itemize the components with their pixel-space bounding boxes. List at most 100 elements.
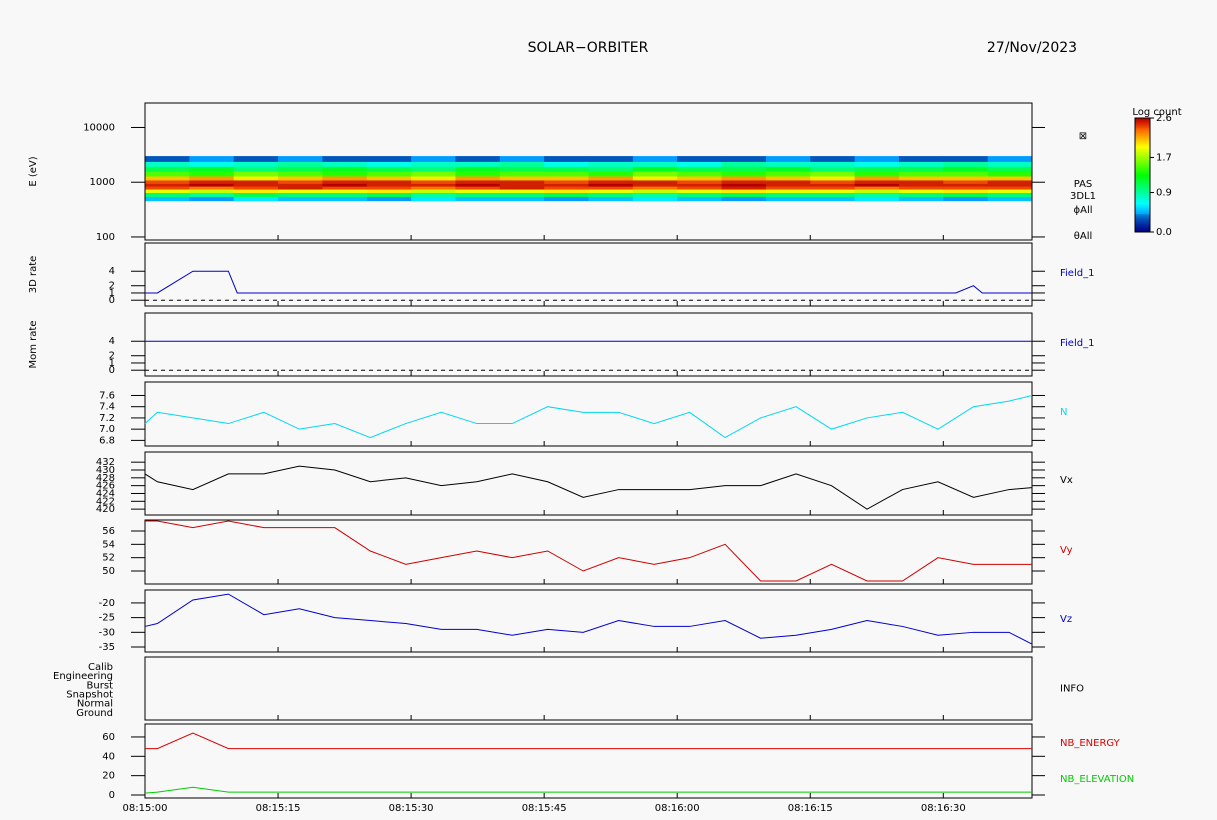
- heatmap-cell: [898, 175, 944, 181]
- heatmap-cell: [455, 161, 501, 167]
- y-tick-label: 40: [102, 751, 115, 762]
- annotation: ϕAll: [1074, 205, 1093, 216]
- annotation: ⊠: [1079, 131, 1087, 142]
- heatmap-cell: [322, 189, 368, 193]
- heatmap-cell: [278, 183, 323, 187]
- heatmap-cell: [810, 175, 856, 181]
- panel-frame: [144, 381, 1033, 447]
- y-tick-label: 1: [109, 358, 115, 369]
- heatmap-cell: [455, 183, 501, 187]
- heatmap-cell: [233, 179, 279, 184]
- colorbar-swatch: [1135, 198, 1150, 201]
- heatmap-cell: [278, 189, 323, 193]
- panel-frame: [144, 589, 1033, 653]
- heatmap-cell: [499, 166, 545, 172]
- heatmap-cell: [455, 179, 501, 184]
- colorbar-swatch: [1135, 138, 1150, 141]
- heatmap-cell: [322, 192, 368, 197]
- heatmap-cell: [677, 192, 723, 197]
- category-label: Burst: [87, 680, 114, 691]
- series-label: Field_1: [1060, 338, 1094, 349]
- date: 27/Nov/2023: [987, 40, 1077, 56]
- colorbar-swatch: [1135, 212, 1150, 215]
- series-label: Field_1: [1060, 268, 1094, 279]
- heatmap-cell: [278, 166, 323, 172]
- series-label: NB_ELEVATION: [1060, 774, 1134, 785]
- heatmap-cell: [898, 183, 944, 187]
- heatmap-cell: [588, 179, 634, 184]
- y-tick-label: 100: [96, 232, 115, 243]
- series-label: NB_ENERGY: [1060, 738, 1121, 749]
- colorbar-swatch: [1135, 180, 1150, 183]
- series-label: N: [1060, 407, 1067, 418]
- colorbar-swatch: [1135, 158, 1150, 161]
- heatmap-cell: [189, 186, 235, 190]
- heatmap-cell: [411, 171, 456, 177]
- heatmap-cell: [145, 175, 190, 181]
- colorbar-swatch: [1135, 184, 1150, 187]
- heatmap-cell: [366, 179, 412, 184]
- heatmap-cell: [588, 166, 634, 172]
- y-tick-label: 4: [109, 266, 115, 277]
- heatmap-cell: [233, 171, 279, 177]
- y-tick-label: 426: [96, 481, 115, 492]
- heatmap-cell: [765, 166, 811, 172]
- heatmap-cell: [810, 196, 856, 202]
- colorbar-swatch: [1135, 192, 1150, 195]
- colorbar-swatch: [1135, 128, 1150, 131]
- heatmap-cell: [233, 186, 279, 190]
- heatmap-cell: [278, 196, 323, 202]
- colorbar-tick-label: 0.9: [1156, 188, 1172, 199]
- y-tick-label: 2: [109, 281, 115, 292]
- heatmap-cell: [145, 186, 190, 190]
- heatmap-cell: [189, 189, 235, 193]
- heatmap-cell: [721, 161, 767, 167]
- heatmap-cell: [854, 175, 900, 181]
- heatmap-cell: [544, 192, 589, 197]
- heatmap-cell: [943, 192, 989, 197]
- colorbar-swatch: [1135, 120, 1150, 123]
- y-tick-label: 420: [96, 504, 115, 515]
- heatmap-cell: [854, 183, 900, 187]
- heatmap-cell: [632, 156, 678, 162]
- category-label: Engineering: [53, 671, 113, 682]
- x-tick-label: 08:15:00: [123, 803, 168, 814]
- colorbar-swatch: [1135, 124, 1150, 127]
- y-tick-label: 52: [102, 553, 115, 564]
- colorbar-swatch: [1135, 140, 1150, 143]
- heatmap-cell: [765, 156, 811, 162]
- heatmap-cell: [943, 186, 989, 190]
- heatmap-cell: [278, 186, 323, 190]
- heatmap-cell: [233, 183, 279, 187]
- heatmap-cell: [189, 171, 235, 177]
- y-tick-label: 0: [109, 295, 115, 306]
- heatmap-cell: [854, 186, 900, 190]
- colorbar-swatch: [1135, 182, 1150, 185]
- colorbar-swatch: [1135, 134, 1150, 137]
- heatmap-cell: [632, 166, 678, 172]
- heatmap-cell: [278, 175, 323, 181]
- colorbar-swatch: [1135, 220, 1150, 223]
- y-tick-label: 60: [102, 732, 115, 743]
- heatmap-cell: [987, 156, 1033, 162]
- heatmap-cell: [499, 192, 545, 197]
- heatmap-cell: [145, 189, 190, 193]
- series-label: Vz: [1060, 614, 1072, 625]
- heatmap-cell: [233, 192, 279, 197]
- heatmap-cell: [455, 175, 501, 181]
- colorbar-swatch: [1135, 160, 1150, 163]
- heatmap-cell: [145, 156, 190, 162]
- heatmap-cell: [721, 166, 767, 172]
- series-line: [144, 465, 1033, 510]
- heatmap-cell: [854, 161, 900, 167]
- heatmap-cell: [278, 171, 323, 177]
- heatmap-cell: [411, 196, 456, 202]
- colorbar-swatch: [1135, 122, 1150, 125]
- y-tick-label: 422: [96, 496, 115, 507]
- heatmap-cell: [145, 183, 190, 187]
- heatmap-cell: [765, 175, 811, 181]
- heatmap-cell: [765, 161, 811, 167]
- panel-frame: [144, 723, 1033, 799]
- colorbar-swatch: [1135, 154, 1150, 157]
